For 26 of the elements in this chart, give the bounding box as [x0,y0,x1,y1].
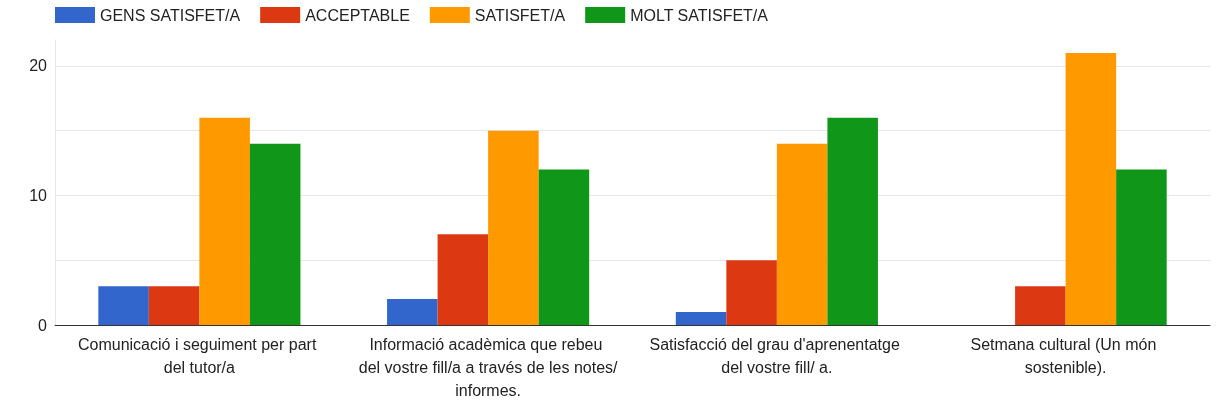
bar [488,130,539,325]
x-tick-label: Setmana cultural (Un món sostenible). [970,336,1161,376]
bar [538,169,590,325]
bar [1015,286,1066,325]
bar [726,260,777,325]
bar [249,143,301,325]
bar [675,312,727,325]
bar [387,299,438,325]
bar [98,286,149,325]
x-tick-label: Comunicació i seguiment per part del tutor/a [77,336,321,376]
legend-label: MOLT SATISFET/A [630,6,769,24]
y-tick-label: 0 [38,316,48,334]
bar [827,117,878,325]
bar [148,286,200,325]
bar [1116,169,1167,325]
y-tick-label: 10 [29,186,48,204]
legend-label: ACCEPTABLE [305,6,410,24]
legend-label: SATISFET/A [474,6,566,24]
bar [776,143,828,325]
bar [437,234,489,325]
y-tick-label: 20 [29,57,48,75]
x-tick-label: Informació acadèmica que rebeu del vostre fill/a a través de les notes/informes. [358,336,619,399]
legend-label: GENS SATISFET/A [100,6,241,24]
x-tick-label: Satisfacció del grau d'aprenentatge del vostre fill/ a. [649,336,905,376]
bar [1065,52,1117,325]
bar [199,117,250,325]
